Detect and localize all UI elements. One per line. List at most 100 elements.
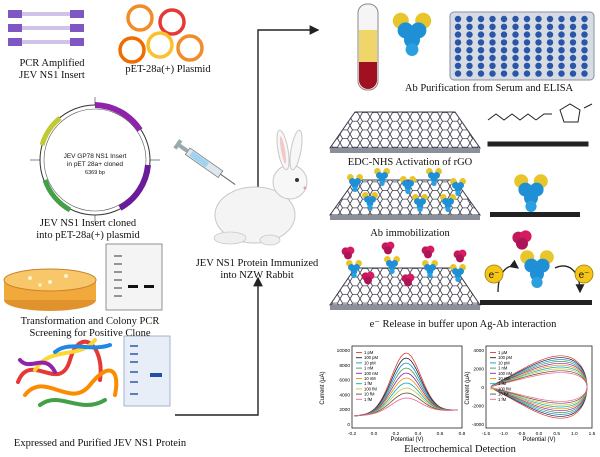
graph-right-ticks: 4000 2000 0 -2000 -4000 -1.5 -1.0 -0.5 0.0 0.5 1.0… (472, 348, 596, 437)
label-electrochemical: Electrochemical Detection (404, 444, 516, 455)
elisa-well (512, 15, 519, 23)
graph-right-ytick: -2000 (472, 404, 485, 410)
petri-dish-image (3, 268, 97, 311)
elisa-well (466, 31, 473, 38)
elisa-well (569, 70, 577, 77)
graph-left-xtick: 0.6 (437, 431, 444, 437)
elisa-well (558, 31, 565, 38)
elisa-well (535, 23, 542, 30)
elisa-well (489, 47, 496, 54)
elisa-well (500, 23, 508, 30)
label-cloned-line2: into pET-28a(+) plasmid (36, 230, 140, 241)
elisa-well (569, 62, 577, 69)
pcr-insert-image (8, 10, 84, 46)
elisa-well (535, 54, 542, 62)
single-antibody-on-surface (490, 174, 580, 217)
graph-left-ytick: 4000 (339, 392, 350, 398)
flow-arrows (175, 25, 320, 416)
elisa-well (581, 15, 588, 23)
elisa-well (523, 62, 531, 69)
elisa-well (558, 15, 565, 23)
graph-right-ylabel: Current (μA) (465, 371, 471, 404)
graph-left-legend-entry: 100 fM (364, 386, 377, 391)
elisa-well (546, 54, 554, 62)
graph-right-ytick: -4000 (472, 422, 485, 428)
elisa-well (489, 70, 496, 77)
elisa-well (489, 62, 496, 69)
elisa-well (535, 62, 542, 69)
elisa-well (512, 62, 519, 69)
elisa-well (523, 47, 531, 54)
elisa-well (546, 23, 554, 30)
antibody-large (392, 12, 432, 56)
plasmid-map-title-2: in pET 28a+ cloned (67, 161, 123, 168)
plasmid-map (30, 97, 160, 223)
elisa-well (466, 54, 473, 62)
elisa-well (581, 47, 588, 54)
label-cloned-line1: JEV NS1 Insert cloned (39, 218, 137, 229)
elisa-well (535, 15, 542, 23)
graph-left-xtick: 0.8 (459, 431, 466, 437)
elisa-well (569, 23, 577, 30)
label-pcr-insert-line2: JEV NS1 Insert (19, 70, 85, 81)
graph-right-xtick: -1.0 (500, 431, 509, 437)
graph-left-legend-entry: 1 fM (364, 381, 373, 386)
graph-left-ytick: 6000 (339, 378, 350, 384)
elisa-well (546, 15, 554, 23)
elisa-well (466, 15, 473, 23)
elisa-well (581, 54, 588, 62)
elisa-well (558, 70, 565, 77)
graph-right-legend-entry: 1 μM (498, 350, 508, 355)
elisa-well (546, 31, 554, 38)
elisa-well (489, 39, 496, 46)
elisa-well (558, 54, 565, 62)
elisa-well (546, 62, 554, 69)
elisa-well (523, 23, 531, 30)
elisa-well (535, 31, 542, 38)
protein-gel (123, 335, 171, 407)
elisa-well (466, 47, 473, 54)
graph-left-xlabel: Potential (V) (390, 437, 423, 443)
graph-right-xtick: -0.5 (517, 431, 526, 437)
elisa-well (477, 62, 485, 69)
elisa-well (500, 47, 508, 54)
elisa-well (477, 31, 485, 38)
colony-pcr-gel (105, 243, 163, 311)
plasmid-rings-image (118, 4, 204, 64)
graph-right-legend-entry: 1 nM (498, 366, 508, 371)
graph-left-ticks: 10000 8000 6000 4000 2000 0 -0.2 0.0 0.2 0.4 0.6 0.… (337, 348, 466, 437)
graph-right-legend-entry: 100 pM (498, 355, 512, 360)
graph-right-curves (490, 355, 588, 419)
edc-nhs-structure (487, 103, 593, 147)
elisa-well (454, 31, 462, 38)
elisa-well (512, 31, 519, 38)
elisa-well (454, 23, 462, 30)
elisa-well (454, 70, 462, 77)
graph-right-legend-entry: 10 fM (498, 392, 509, 397)
elisa-well (512, 23, 519, 30)
label-transformation-line2: Screening for Positive Clone (29, 328, 151, 339)
elisa-well (569, 31, 577, 38)
graph-left-ytick: 8000 (339, 363, 350, 369)
elisa-well (546, 70, 554, 77)
label-expressed: Expressed and Purified JEV NS1 Protein (13, 438, 187, 449)
label-immunized-line2: into NZW Rabbit (220, 270, 294, 281)
elisa-well (535, 47, 542, 54)
elisa-well (466, 70, 473, 77)
elisa-well (581, 39, 588, 46)
graph-left-ytick: 10000 (337, 348, 351, 354)
graph-right-series (490, 372, 588, 402)
graph-right-xtick: 1.5 (589, 431, 596, 437)
graph-left-legend-entry: 1 nM (364, 366, 374, 371)
elisa-well (523, 39, 531, 46)
label-electron-release: e⁻ Release in buffer upon Ag-Ab interact… (369, 319, 557, 330)
elisa-well (454, 62, 462, 69)
graph-right-ytick: 2000 (473, 367, 484, 373)
elisa-well (535, 70, 542, 77)
label-ab-purification: Ab Purification from Serum and ELISA (404, 83, 574, 94)
graph-left-xtick: 0.2 (393, 431, 400, 437)
elisa-well (489, 23, 496, 30)
graph-right-legend-entry: 1 fM (498, 381, 507, 386)
